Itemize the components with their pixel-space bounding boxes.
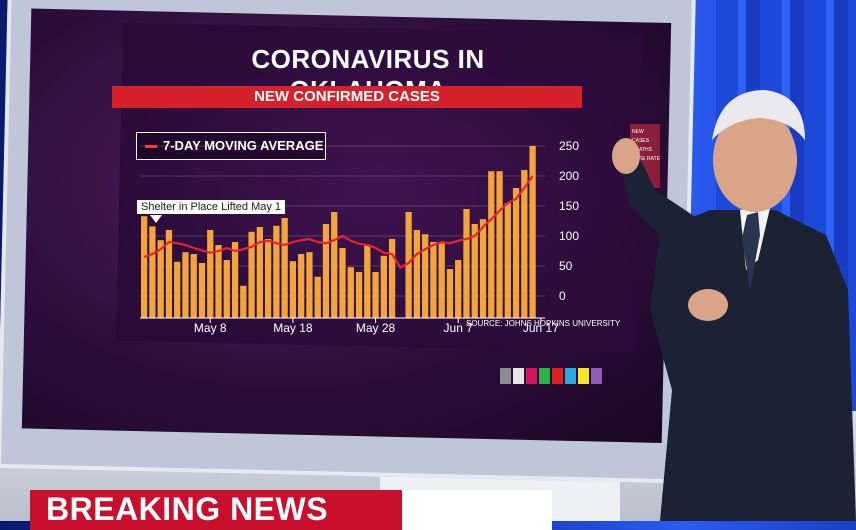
chart-source: SOURCE: JOHNS HOPKINS UNIVERSITY [466, 319, 621, 328]
bar [388, 239, 396, 318]
bar [140, 216, 148, 318]
bar [430, 242, 437, 318]
bar [438, 243, 445, 318]
moving-average-line [143, 175, 534, 270]
presenter-tie [742, 212, 760, 290]
chart-legend: 7-DAY MOVING AVERAGE [136, 132, 326, 160]
bar [446, 269, 454, 318]
bar [174, 261, 181, 318]
swatch[interactable] [500, 368, 511, 384]
presenter-arm [620, 158, 700, 235]
y-tick-label: 0 [559, 289, 566, 303]
bar [165, 230, 173, 318]
bar [256, 227, 263, 318]
swatch[interactable] [565, 368, 576, 384]
x-tick-label: May 18 [273, 321, 313, 335]
bar [355, 272, 363, 318]
bar [149, 226, 156, 318]
bar [215, 245, 222, 318]
y-tick-label: 150 [559, 199, 579, 213]
bar [231, 242, 239, 318]
bar [182, 252, 189, 318]
bar [339, 248, 346, 318]
bar [504, 203, 511, 318]
bar [248, 231, 255, 318]
bar [281, 218, 288, 318]
bar [273, 225, 280, 318]
bar [298, 254, 305, 318]
bar [331, 212, 338, 318]
subtitle-bar [112, 86, 582, 108]
presenter-hand [688, 289, 728, 321]
swatch[interactable] [513, 368, 524, 384]
swatch[interactable] [539, 368, 550, 384]
presenter-hand [612, 138, 640, 174]
bar [322, 224, 330, 318]
bar [372, 272, 379, 318]
y-tick-label: 250 [559, 139, 579, 153]
x-tick-label: May 8 [194, 321, 227, 335]
presenter [612, 90, 856, 521]
y-tick-label: 50 [559, 259, 573, 273]
bar [289, 261, 297, 318]
bar [190, 254, 197, 318]
bar [479, 219, 487, 318]
bar [405, 212, 412, 318]
bar [413, 230, 421, 318]
bar [207, 230, 214, 318]
chart-annotation: Shelter in Place Lifted May 1 [137, 200, 286, 214]
side-panel-line: CASE RATE [632, 156, 660, 162]
x-tick-label: May 28 [356, 321, 396, 335]
presenter-head [713, 108, 797, 212]
bar [529, 146, 536, 318]
bar [496, 171, 503, 318]
side-panel-line: NEW [632, 129, 644, 135]
swatch[interactable] [578, 368, 589, 384]
x-tick-label: Jun 17 [523, 321, 559, 335]
bar [223, 260, 230, 318]
bar [240, 285, 247, 318]
bar [264, 239, 272, 318]
y-tick-label: 200 [559, 169, 579, 183]
bar [471, 224, 478, 318]
bar [463, 209, 470, 318]
swatch[interactable] [552, 368, 563, 384]
bar [455, 260, 462, 318]
bar [306, 252, 313, 318]
bar [380, 255, 387, 318]
bar [314, 276, 321, 318]
bar [422, 234, 429, 318]
color-swatch-strip [500, 368, 602, 384]
bar [364, 244, 371, 318]
swatch[interactable] [591, 368, 602, 384]
side-panel-line: DEATHS [632, 147, 652, 153]
breaking-news-text: BREAKING NEWS [46, 491, 329, 527]
banner-edge [402, 490, 552, 530]
presenter-hair [712, 90, 805, 140]
y-tick-label: 100 [559, 229, 579, 243]
swatch[interactable] [526, 368, 537, 384]
bar [347, 267, 354, 318]
x-tick-label: Jun 7 [444, 321, 474, 335]
bar [512, 188, 520, 318]
side-panel-line: CASES [632, 138, 649, 144]
bar [157, 240, 164, 318]
annotation-pointer [150, 215, 162, 223]
chart-subtitle: NEW CONFIRMED CASES [254, 88, 440, 105]
bar [488, 171, 495, 318]
legend-label: 7-DAY MOVING AVERAGE [163, 138, 324, 153]
legend-line-swatch [145, 145, 157, 148]
bar [198, 263, 206, 318]
side-panel-text: NEW CASES DEATHS CASE RATE [632, 128, 660, 164]
presenter-suit [650, 210, 856, 521]
bar [521, 170, 528, 318]
